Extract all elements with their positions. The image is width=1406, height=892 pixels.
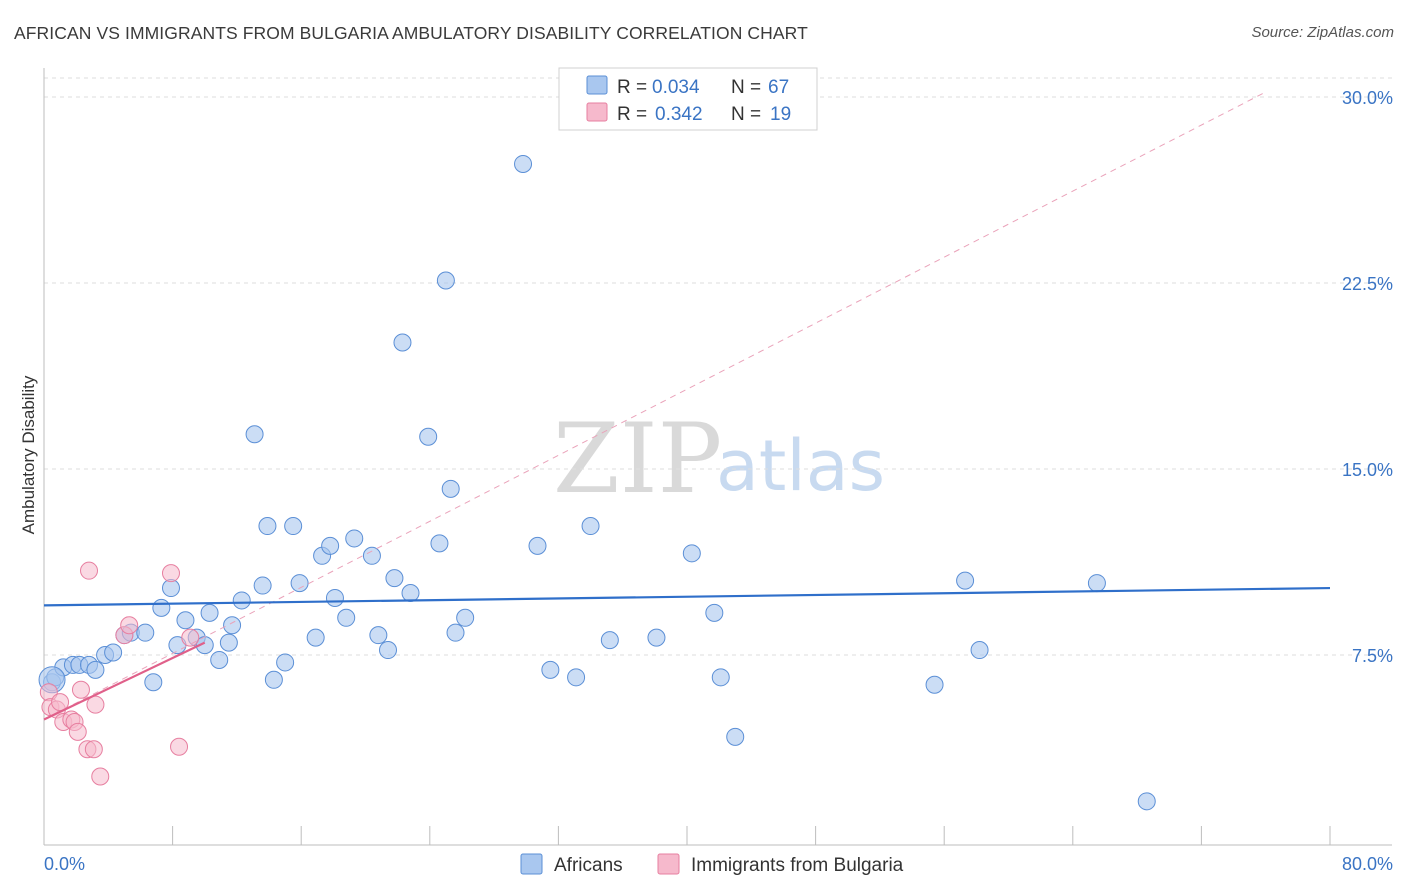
series-label-bulgaria: Immigrants from Bulgaria	[691, 855, 904, 876]
point-africans	[210, 650, 229, 669]
point-africans	[152, 598, 171, 617]
point-africans	[419, 427, 438, 446]
point-bulgaria	[181, 628, 200, 647]
x-tick-label: 0.0%	[44, 854, 85, 874]
point-africans	[581, 517, 600, 536]
point-africans	[219, 633, 238, 652]
grid-lines	[44, 77, 1392, 656]
point-africans	[711, 668, 730, 687]
point-africans	[104, 643, 123, 662]
point-africans	[264, 670, 283, 689]
data-points	[38, 154, 1156, 811]
point-africans	[436, 271, 455, 290]
trend-extension-bulgaria	[43, 91, 1266, 720]
point-africans	[276, 653, 295, 672]
series-legend: Africans Immigrants from Bulgaria	[520, 853, 904, 876]
point-africans	[514, 154, 533, 173]
x-tick-label: 80.0%	[1342, 854, 1393, 874]
legend-n-label: N =	[731, 104, 761, 125]
point-africans	[362, 546, 381, 565]
legend-r-label: R =	[617, 104, 647, 125]
trend-line-africans	[43, 586, 1331, 607]
y-tick-label: 30.0%	[1342, 88, 1393, 108]
point-bulgaria	[170, 737, 189, 756]
point-africans	[284, 517, 303, 536]
point-bulgaria	[84, 740, 103, 759]
point-africans	[258, 517, 277, 536]
point-bulgaria	[80, 561, 99, 580]
trend-lines	[43, 91, 1331, 721]
legend-swatch-bulgaria	[586, 102, 608, 122]
legend-n-value: 19	[770, 104, 791, 125]
point-africans	[726, 727, 745, 746]
point-africans	[337, 608, 356, 627]
chart-title: AFRICAN VS IMMIGRANTS FROM BULGARIA AMBU…	[14, 23, 808, 43]
point-africans	[1137, 792, 1156, 811]
point-africans	[306, 628, 325, 647]
point-africans	[86, 660, 105, 679]
point-africans	[446, 623, 465, 642]
point-africans	[325, 588, 344, 607]
source-credit: Source: ZipAtlas.com	[1251, 24, 1394, 41]
y-tick-label: 7.5%	[1352, 646, 1393, 666]
point-africans	[176, 611, 195, 630]
point-africans	[253, 576, 272, 595]
point-africans	[223, 616, 242, 635]
y-tick-label: 22.5%	[1342, 274, 1393, 294]
legend-swatch-africans	[586, 75, 608, 95]
y-axis-label: Ambulatory Disability	[19, 375, 38, 534]
point-africans	[385, 569, 404, 588]
point-africans	[1087, 574, 1106, 593]
point-bulgaria	[120, 616, 139, 635]
point-africans	[970, 641, 989, 660]
point-africans	[441, 479, 460, 498]
series-swatch-africans	[520, 853, 543, 875]
point-africans	[144, 673, 163, 692]
point-africans	[401, 584, 420, 602]
axes	[43, 68, 1392, 846]
tick-labels: 7.5% 15.0% 22.5% 30.0% 0.0% 80.0%	[44, 88, 1393, 874]
point-africans	[925, 675, 944, 694]
stats-legend: R = 0.034 N = 67 R = 0.342 N = 19	[558, 67, 818, 131]
series-swatch-bulgaria	[657, 853, 680, 875]
y-tick-label: 15.0%	[1342, 460, 1393, 480]
point-africans	[528, 536, 547, 555]
point-africans	[379, 641, 398, 660]
point-bulgaria	[161, 564, 180, 583]
watermark-zip: ZIP	[553, 403, 722, 515]
watermark-atlas: atlas	[716, 425, 885, 507]
point-africans	[682, 544, 701, 563]
legend-r-label: R =	[617, 77, 647, 98]
point-africans	[600, 631, 619, 650]
point-bulgaria	[91, 767, 110, 786]
point-africans	[541, 660, 560, 679]
point-africans	[200, 603, 219, 622]
series-label-africans: Africans	[554, 855, 623, 876]
point-bulgaria	[71, 680, 90, 699]
point-bulgaria	[68, 722, 87, 741]
point-africans	[369, 626, 388, 645]
legend-n-label: N =	[731, 77, 761, 98]
point-africans	[232, 591, 251, 610]
legend-n-value: 67	[768, 77, 789, 98]
point-africans	[321, 536, 340, 555]
legend-r-value: 0.342	[655, 104, 703, 125]
point-africans	[136, 623, 155, 642]
point-africans	[705, 603, 724, 622]
point-africans	[290, 574, 309, 593]
point-africans	[245, 425, 264, 444]
legend-r-value: 0.034	[652, 77, 700, 98]
point-africans	[647, 628, 666, 647]
point-africans	[956, 571, 975, 590]
point-africans	[567, 668, 586, 687]
point-africans	[393, 333, 412, 352]
trend-line-bulgaria	[43, 641, 206, 721]
point-africans	[345, 529, 364, 548]
point-bulgaria	[86, 695, 105, 714]
point-africans	[430, 534, 449, 553]
point-africans	[456, 608, 475, 627]
